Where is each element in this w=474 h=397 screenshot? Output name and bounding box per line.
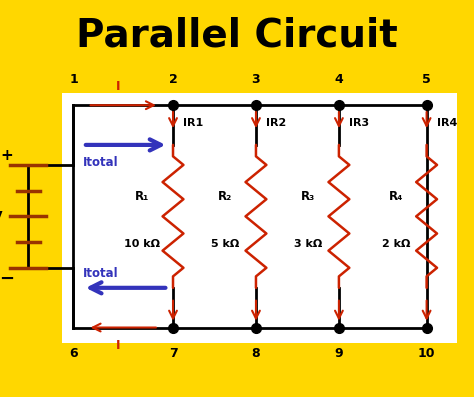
Text: 6: 6 [69, 347, 78, 360]
FancyBboxPatch shape [62, 93, 457, 343]
Text: 2: 2 [169, 73, 177, 86]
Text: I: I [116, 339, 121, 353]
Text: Itotal: Itotal [83, 267, 118, 280]
Text: 4: 4 [335, 73, 343, 86]
Text: I: I [116, 80, 121, 93]
Text: 7: 7 [169, 347, 177, 360]
Text: IR2: IR2 [266, 118, 287, 128]
Text: R₁: R₁ [135, 190, 149, 203]
Text: 10: 10 [418, 347, 435, 360]
Text: 8: 8 [252, 347, 260, 360]
Text: 1: 1 [69, 73, 78, 86]
Text: Parallel Circuit: Parallel Circuit [76, 17, 398, 55]
Text: IR3: IR3 [349, 118, 369, 128]
Text: 3 kΩ: 3 kΩ [294, 239, 322, 249]
Text: 5: 5 [422, 73, 431, 86]
Text: Itotal: Itotal [83, 156, 118, 169]
Text: 5 kΩ: 5 kΩ [211, 239, 239, 249]
Text: 10 kΩ: 10 kΩ [124, 239, 160, 249]
Text: 3: 3 [252, 73, 260, 86]
Text: −: − [0, 270, 15, 288]
Text: R₂: R₂ [218, 190, 232, 203]
Text: IR1: IR1 [183, 118, 204, 128]
Text: IR4: IR4 [437, 118, 457, 128]
Text: 12 V: 12 V [0, 210, 2, 223]
Text: 2 kΩ: 2 kΩ [382, 239, 410, 249]
Text: +: + [1, 148, 13, 163]
Text: R₄: R₄ [389, 190, 403, 203]
Text: 9: 9 [335, 347, 343, 360]
Text: R₃: R₃ [301, 190, 315, 203]
